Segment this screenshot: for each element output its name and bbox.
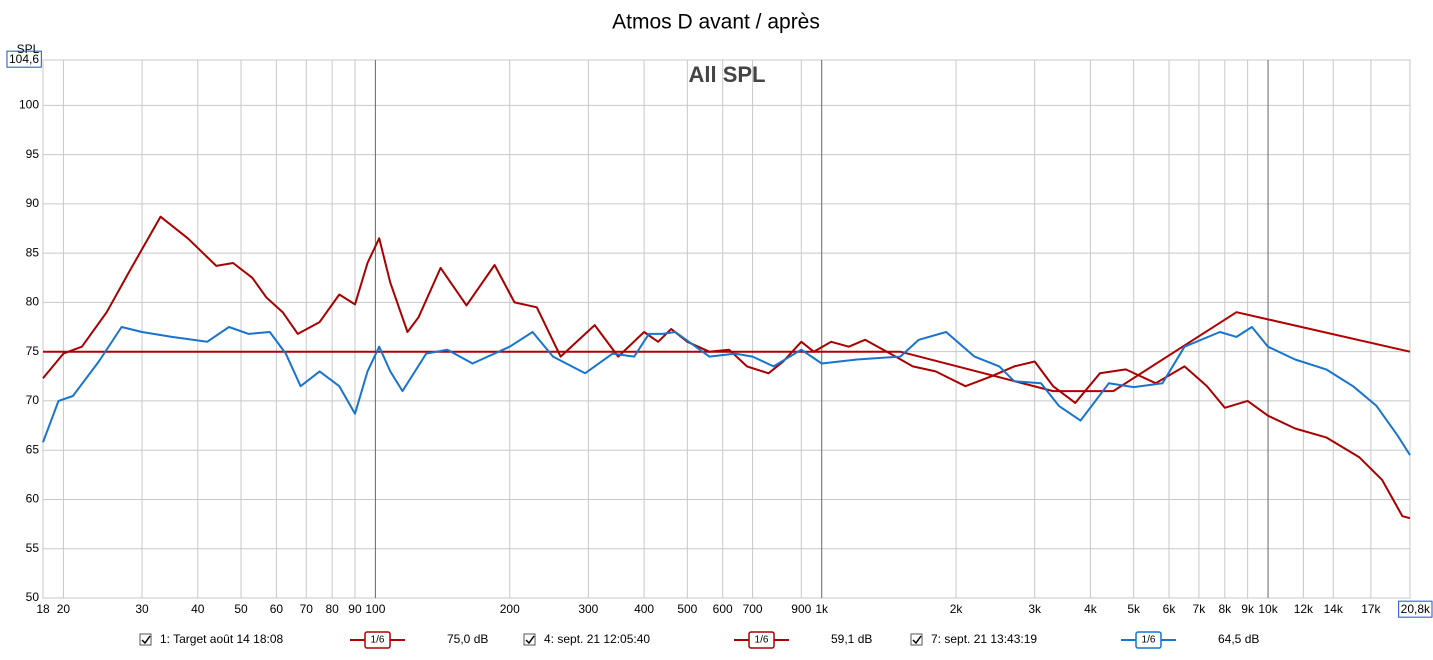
x-tick-label: 70 [300, 602, 314, 616]
x-tick-label: 40 [191, 602, 205, 616]
x-tick-label: 80 [325, 602, 339, 616]
x-tick-label: 90 [348, 602, 362, 616]
y-tick-label: 90 [26, 196, 40, 210]
legend-smoothing: 1/6 [371, 635, 385, 646]
x-tick-label: 200 [500, 602, 520, 616]
y-tick-label: 55 [26, 541, 40, 555]
x-tick-label: 18 [36, 602, 50, 616]
legend-checkbox [523, 633, 536, 646]
x-tick-label: 50 [234, 602, 248, 616]
x-tick-label: 500 [677, 602, 697, 616]
y-tick-box [6, 50, 42, 68]
y-tick-label: 100 [19, 97, 39, 111]
legend-smoothing-box [1135, 631, 1162, 649]
legend-entry: 4: sept. 21 12:05:40 1/6 59,1 dB [523, 631, 872, 649]
y-tick-label: 85 [26, 245, 40, 259]
x-tick-label: 12k [1294, 602, 1314, 616]
legend-smoothing-box [364, 631, 391, 649]
chart-title: Atmos D avant / après [612, 11, 820, 34]
x-tick-label: 100 [365, 602, 385, 616]
y-tick-label: 75 [26, 344, 40, 358]
y-tick-label: 65 [26, 442, 40, 456]
x-tick-label: 400 [634, 602, 654, 616]
legend-value: 64,5 dB [1218, 632, 1259, 646]
x-tick-label: 10k [1258, 602, 1278, 616]
x-tick-label: 17k [1361, 602, 1381, 616]
y-tick-label: 70 [26, 393, 40, 407]
y-tick-label: 60 [26, 492, 40, 506]
x-tick-label: 700 [743, 602, 763, 616]
x-tick-label: 14k [1324, 602, 1344, 616]
legend-checkbox [139, 633, 152, 646]
series-line [42, 326, 1411, 456]
x-tick-label: 7k [1193, 602, 1207, 616]
series-line [43, 311, 1411, 393]
x-tick-label: 20,8k [1401, 602, 1431, 616]
y-axis-label: SPL [17, 42, 40, 56]
legend-name: 4: sept. 21 12:05:40 [544, 632, 650, 646]
x-tick-label: 20 [57, 602, 71, 616]
x-tick-label: 3k [1028, 602, 1042, 616]
plot-area [42, 59, 1411, 599]
legend-name: 1: Target août 14 18:08 [160, 632, 284, 646]
x-tick-label: 6k [1163, 602, 1177, 616]
x-tick-label: 1k [815, 602, 829, 616]
legend-value: 75,0 dB [447, 632, 488, 646]
x-tick-label: 300 [578, 602, 598, 616]
x-tick-label: 8k [1218, 602, 1232, 616]
x-tick-label: 600 [713, 602, 733, 616]
x-tick-label: 60 [270, 602, 284, 616]
legend-checkbox [910, 633, 923, 646]
legend-name: 7: sept. 21 13:43:19 [931, 632, 1037, 646]
x-tick-label: 4k [1084, 602, 1098, 616]
x-tick-label: 5k [1127, 602, 1141, 616]
legend-value: 59,1 dB [831, 632, 872, 646]
legend-check [912, 635, 922, 645]
legend-entry: 7: sept. 21 13:43:19 1/6 64,5 dB [910, 631, 1259, 649]
legend-smoothing: 1/6 [1142, 635, 1156, 646]
legend-smoothing-box [748, 631, 775, 649]
x-tick-label: 900 [791, 602, 811, 616]
chart-subtitle: All SPL [688, 62, 765, 87]
y-tick-label: 95 [26, 147, 40, 161]
y-tick-label: 104,6 [9, 52, 39, 66]
x-tick-label: 30 [135, 602, 149, 616]
legend-check [525, 635, 535, 645]
x-tick-label: 2k [950, 602, 964, 616]
x-tick-label: 9k [1241, 602, 1255, 616]
y-tick-label: 50 [26, 590, 40, 604]
legend-check [141, 635, 151, 645]
x-tick-box [1398, 600, 1433, 618]
y-tick-label: 80 [26, 295, 40, 309]
legend-entry: 1: Target août 14 18:08 1/6 75,0 dB [139, 631, 488, 649]
series-line [42, 215, 1411, 520]
legend-smoothing: 1/6 [755, 635, 769, 646]
